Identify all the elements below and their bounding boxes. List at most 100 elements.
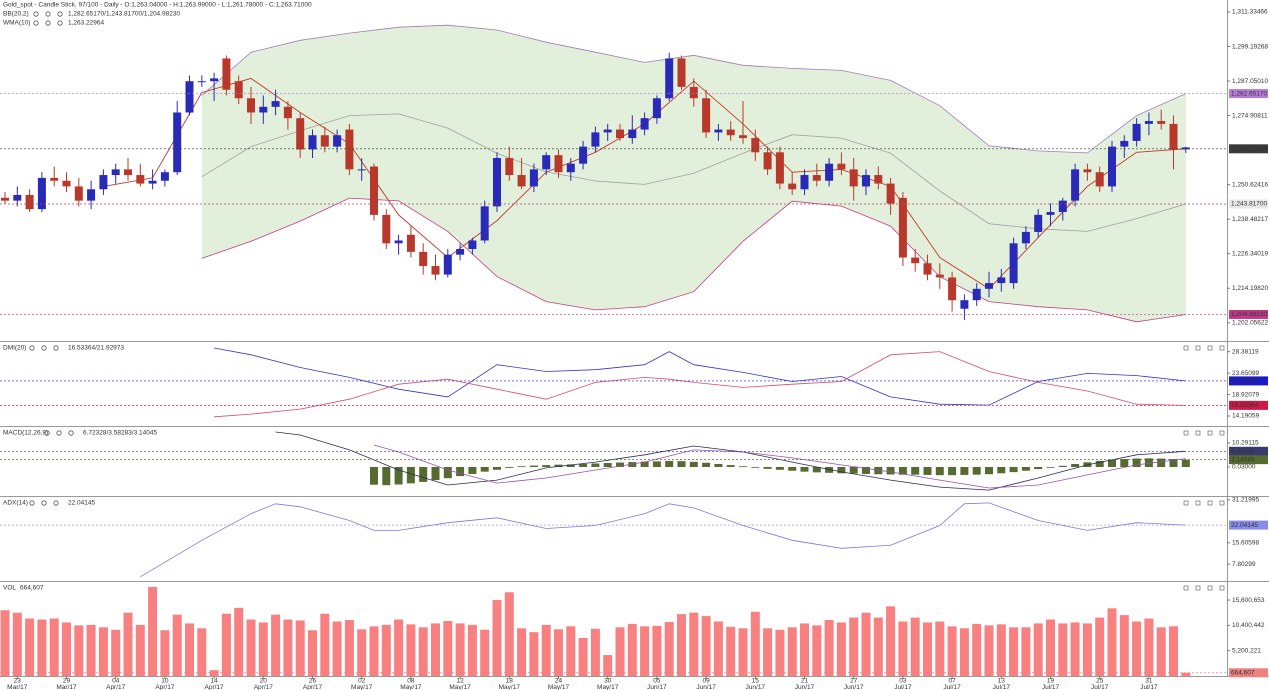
visibility-icon[interactable] [29, 500, 35, 506]
x-tick-month: Apr/17 [254, 684, 274, 690]
candle-body [394, 240, 403, 244]
value-badge-label: 21.92973 [1231, 378, 1258, 385]
y-tick-label: 1,226.34019 [1232, 250, 1269, 257]
settings-icon[interactable] [53, 345, 59, 351]
panel-control[interactable] [1207, 500, 1213, 506]
y-tick-label: 1,214.19820 [1232, 285, 1269, 292]
panel-control[interactable] [1207, 585, 1213, 591]
x-tick-month: May/17 [400, 684, 422, 690]
candle-body [911, 257, 920, 264]
panel-control[interactable] [1195, 430, 1201, 436]
panel-control[interactable] [1207, 345, 1213, 351]
macd-histogram-bar [1058, 465, 1067, 467]
visibility-icon[interactable] [29, 345, 35, 351]
bollinger-lower [201, 197, 1186, 323]
remove-icon[interactable] [45, 20, 51, 26]
volume-bar [1033, 623, 1043, 676]
macd-histogram-bar [948, 466, 957, 476]
candle-body [960, 300, 969, 309]
remove-icon[interactable] [56, 430, 62, 436]
legend-value: 1,263.22964 [68, 20, 105, 27]
panel-control[interactable] [1183, 430, 1189, 436]
volume-bar [258, 622, 268, 676]
panel-control[interactable] [1219, 430, 1225, 436]
volume-bar [418, 627, 428, 676]
candle-body [775, 152, 784, 184]
volume-bar [295, 620, 305, 676]
candle-body [382, 214, 391, 244]
macd-histogram-bar [935, 466, 944, 476]
volume-bar [959, 628, 969, 676]
panel-control[interactable] [1219, 585, 1225, 591]
y-tick-label: 10,400,442 [1232, 622, 1265, 629]
candle-body [173, 112, 182, 173]
value-badge-label: 1,263.22964 [1231, 146, 1268, 153]
candle-body [185, 81, 194, 113]
panel-control[interactable] [1183, 585, 1189, 591]
remove-icon[interactable] [45, 11, 51, 17]
panel-title: VOL [3, 585, 16, 592]
volume-bar [652, 625, 662, 676]
candle-body [517, 175, 526, 187]
candle-body [99, 175, 108, 190]
panel-control[interactable] [1183, 500, 1189, 506]
x-tick-month: Apr/17 [155, 684, 175, 690]
macd-histogram-bar [554, 464, 563, 467]
volume-bar [320, 613, 330, 676]
y-tick-label: 1,311.33466 [1232, 9, 1268, 16]
volume-bar [1058, 623, 1068, 676]
legend-value: 1,282.65170/1,243.81700/1,204.98230 [68, 11, 180, 18]
panel-control[interactable] [1207, 430, 1213, 436]
macd-histogram-bar [1144, 458, 1153, 467]
value-badge [1229, 400, 1268, 410]
settings-icon[interactable] [53, 500, 59, 506]
panel-control[interactable] [1195, 585, 1201, 591]
panel-control[interactable] [1183, 345, 1189, 351]
candle-body [160, 172, 169, 181]
y-tick-label: 1,250.62416 [1232, 181, 1269, 188]
candle-body [542, 155, 551, 170]
candle-body [714, 129, 723, 133]
value-badge-label: 3.14045 [1231, 456, 1255, 463]
candle-body [566, 163, 575, 173]
panel-control[interactable] [1195, 345, 1201, 351]
remove-icon[interactable] [41, 345, 47, 351]
volume-bar [332, 621, 342, 676]
volume-bar [972, 623, 982, 676]
macd-histogram-bar [394, 466, 403, 485]
macd-histogram-bar [837, 466, 846, 474]
candle-body [370, 166, 378, 215]
candle-body [25, 194, 34, 210]
volume-bar [775, 629, 785, 676]
legend-name: BB(20,2) [3, 11, 29, 18]
macd-histogram-bar [370, 466, 378, 485]
volume-bar [787, 627, 797, 676]
candle-body [505, 157, 514, 176]
macd-histogram-bar [997, 466, 1006, 474]
panel-legend-value: 22.04145 [68, 500, 95, 507]
volume-bar [1132, 621, 1142, 676]
visibility-icon[interactable] [44, 430, 50, 436]
settings-icon[interactable] [57, 20, 63, 26]
x-tick-day: 30 [604, 678, 612, 685]
panel-control[interactable] [1219, 345, 1225, 351]
visibility-icon[interactable] [33, 20, 39, 26]
visibility-icon[interactable] [33, 11, 39, 17]
volume-bar [74, 625, 84, 676]
remove-icon[interactable] [41, 500, 47, 506]
x-tick-day: 05 [653, 678, 661, 685]
volume-bar [148, 586, 158, 676]
panel-control[interactable] [1195, 500, 1201, 506]
volume-bar [271, 614, 281, 676]
indicator-line [214, 347, 1186, 406]
candle-body [1108, 146, 1116, 187]
candle-body [419, 251, 428, 267]
panel-control[interactable] [1219, 500, 1225, 506]
settings-icon[interactable] [57, 11, 63, 17]
settings-icon[interactable] [68, 430, 74, 436]
candle-body [652, 98, 661, 119]
x-tick-day: 20 [260, 678, 268, 685]
x-tick-month: May/17 [351, 684, 373, 690]
macd-histogram-bar [640, 461, 649, 467]
candle-body [616, 129, 624, 139]
